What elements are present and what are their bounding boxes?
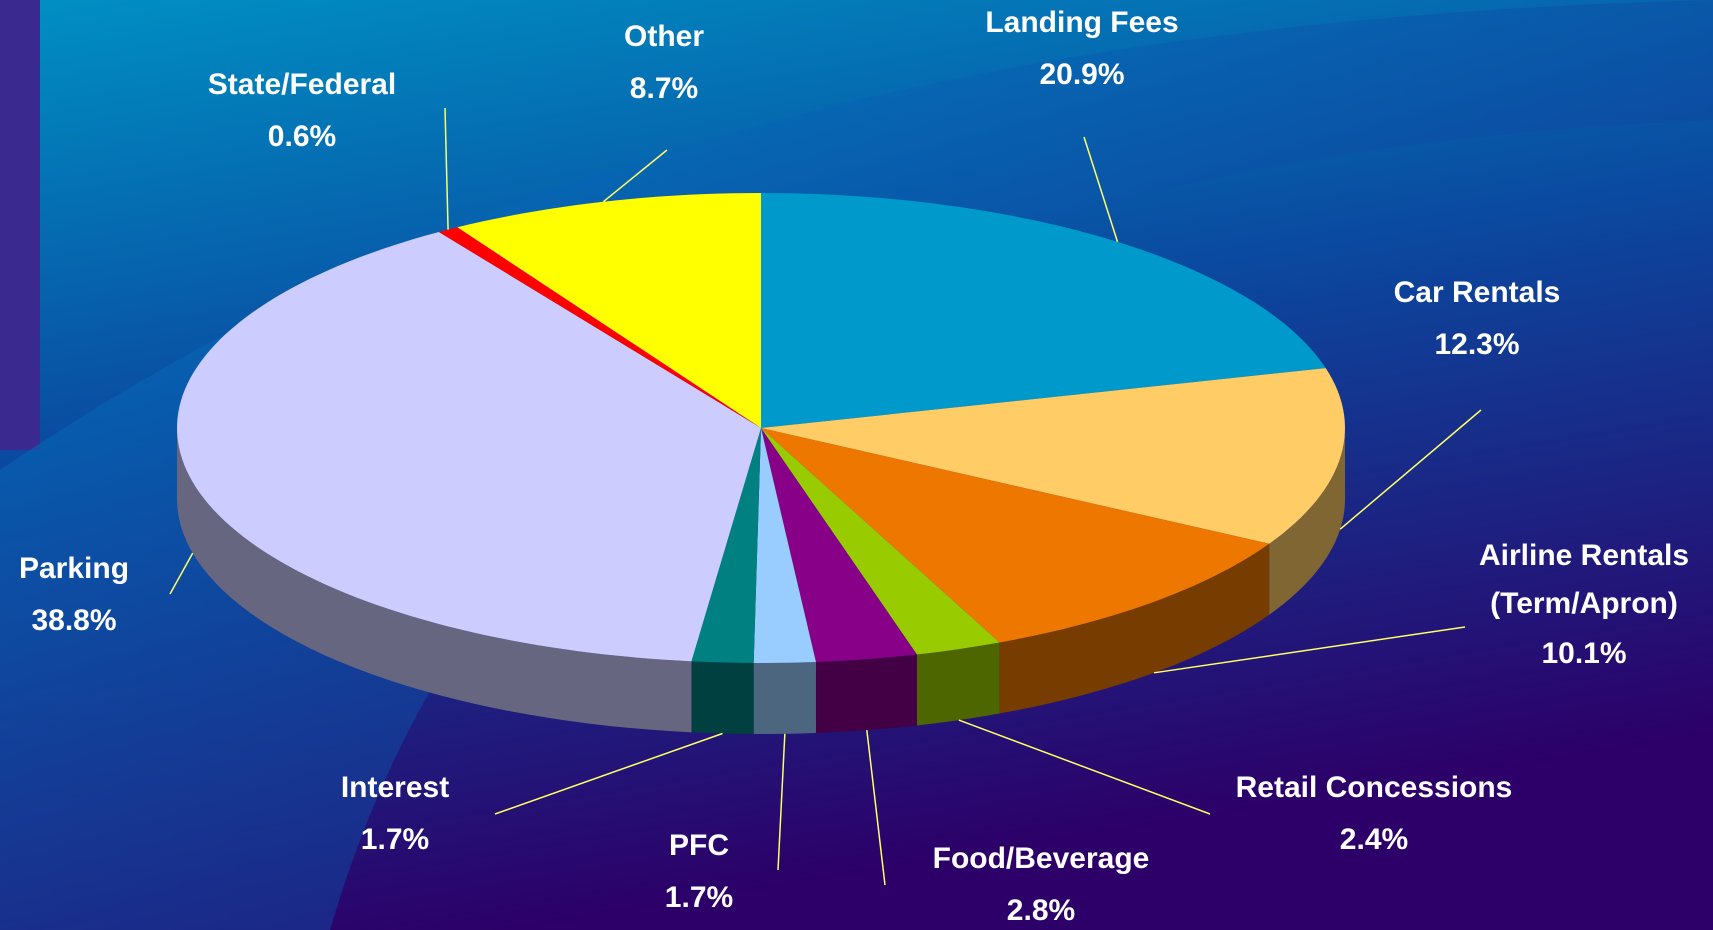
value-label: 1.7%: [664, 881, 734, 914]
slice-top: [753, 428, 816, 663]
leader-line: [444, 107, 449, 230]
category-label: State/Federal: [207, 68, 397, 101]
leader-line: [169, 552, 194, 595]
leader-line: [1153, 626, 1466, 674]
value-label: 8.7%: [629, 72, 699, 105]
slice-top: [691, 428, 761, 663]
slice-label: State/Federal 0.6%: [208, 59, 396, 163]
value-label: 12.3%: [1434, 328, 1520, 361]
leader-line: [866, 730, 886, 886]
slice: [761, 428, 917, 733]
slice-label: Other 8.7%: [624, 11, 704, 115]
slice: [457, 193, 761, 428]
value-label: 38.8%: [31, 604, 117, 637]
slice-label: Car Rentals 12.3%: [1394, 267, 1561, 371]
value-label: 1.7%: [360, 823, 430, 856]
value-label: 0.6%: [267, 120, 337, 153]
category-label: Car Rentals: [1393, 276, 1561, 309]
leader-line: [1083, 136, 1119, 243]
category-label: Food/Beverage: [932, 842, 1150, 875]
slice-top: [761, 368, 1345, 544]
slice-side: [999, 543, 1270, 714]
slice-label: Interest 1.7%: [341, 762, 449, 866]
leaders: [169, 107, 1482, 886]
value-label: 20.9%: [1039, 58, 1125, 91]
slice-top: [761, 428, 1000, 655]
leader-line: [494, 732, 723, 815]
slice-top: [761, 428, 917, 662]
slice-side: [691, 661, 754, 734]
slice-side: [815, 654, 917, 733]
slice-label: Retail Concessions 2.4%: [1236, 762, 1513, 866]
category-label: PFC: [668, 829, 729, 862]
value-label: 2.4%: [1339, 823, 1409, 856]
leader-line: [1339, 409, 1482, 530]
slice-label: Landing Fees 20.9%: [985, 0, 1178, 101]
slice: [761, 368, 1345, 615]
category-label: Retail Concessions: [1235, 771, 1513, 804]
slice-side: [753, 661, 816, 734]
slice-side: [177, 428, 692, 733]
pie: [177, 193, 1345, 734]
slice-label: Food/Beverage 2.8%: [933, 833, 1150, 930]
slice: [753, 428, 816, 734]
leader-line: [602, 149, 668, 203]
category-label: Parking: [18, 552, 130, 585]
slice: [761, 428, 1000, 726]
category-label: Landing Fees: [985, 6, 1179, 39]
slice-side: [916, 642, 1000, 726]
slice-top: [761, 193, 1326, 428]
slice-top: [761, 428, 1270, 643]
category-label: Other: [623, 20, 705, 53]
leader-line: [777, 733, 786, 871]
slice: [761, 193, 1326, 428]
slice: [177, 231, 761, 733]
slice-label: PFC 1.7%: [665, 820, 733, 924]
slice-top: [177, 231, 761, 662]
slice-label: Parking 38.8%: [19, 543, 129, 647]
left-strip: [0, 0, 40, 450]
value-label: 10.1%: [1541, 637, 1627, 670]
slice-top: [457, 193, 761, 428]
slice-top: [438, 227, 761, 428]
slice: [691, 428, 761, 734]
leader-line: [958, 719, 1211, 815]
category-label: Airline Rentals (Term/Apron): [1478, 539, 1690, 620]
slice-side: [1269, 428, 1345, 615]
slice: [761, 428, 1270, 714]
slice-label: Airline Rentals (Term/Apron) 10.1%: [1469, 532, 1699, 680]
category-label: Interest: [340, 771, 450, 804]
value-label: 2.8%: [1006, 894, 1076, 927]
slice: [438, 227, 761, 428]
